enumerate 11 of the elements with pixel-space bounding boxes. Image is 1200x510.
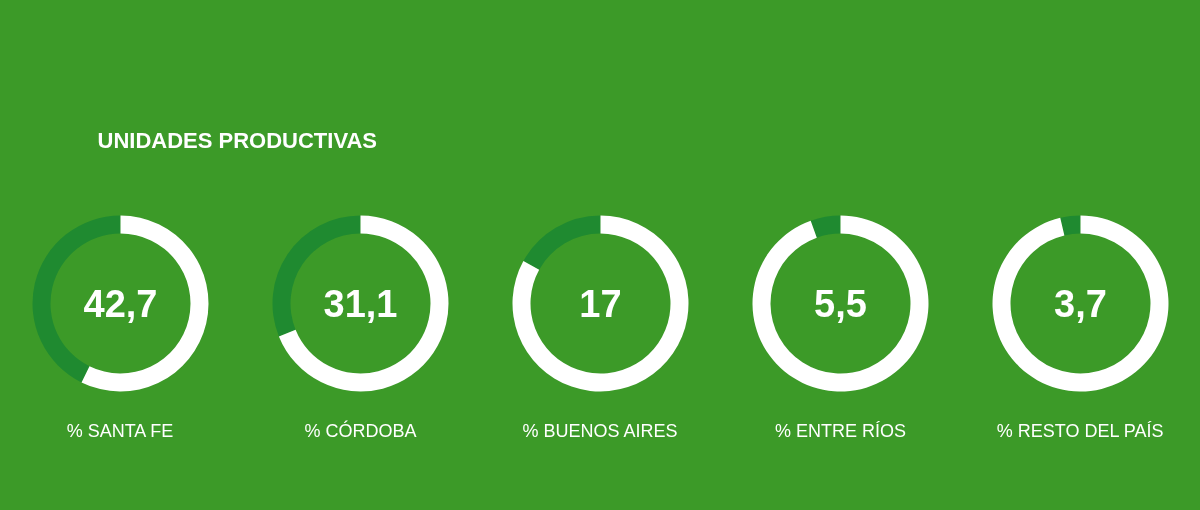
text: 31,1 bbox=[323, 283, 398, 325]
text: % CÓRDOBA bbox=[304, 419, 417, 441]
text: 42,7 bbox=[83, 283, 158, 325]
text: 3,7 bbox=[1054, 283, 1107, 325]
text: 5,5 bbox=[814, 283, 867, 325]
text: % BUENOS AIRES bbox=[522, 420, 678, 441]
text: % SANTA FE bbox=[66, 420, 174, 441]
text: 17 bbox=[579, 283, 622, 325]
text: % ENTRE RÍOS bbox=[774, 420, 907, 441]
text: % RESTO DEL PAÍS bbox=[996, 420, 1164, 441]
text: UNIDADES PRODUCTIVAS bbox=[97, 128, 378, 153]
